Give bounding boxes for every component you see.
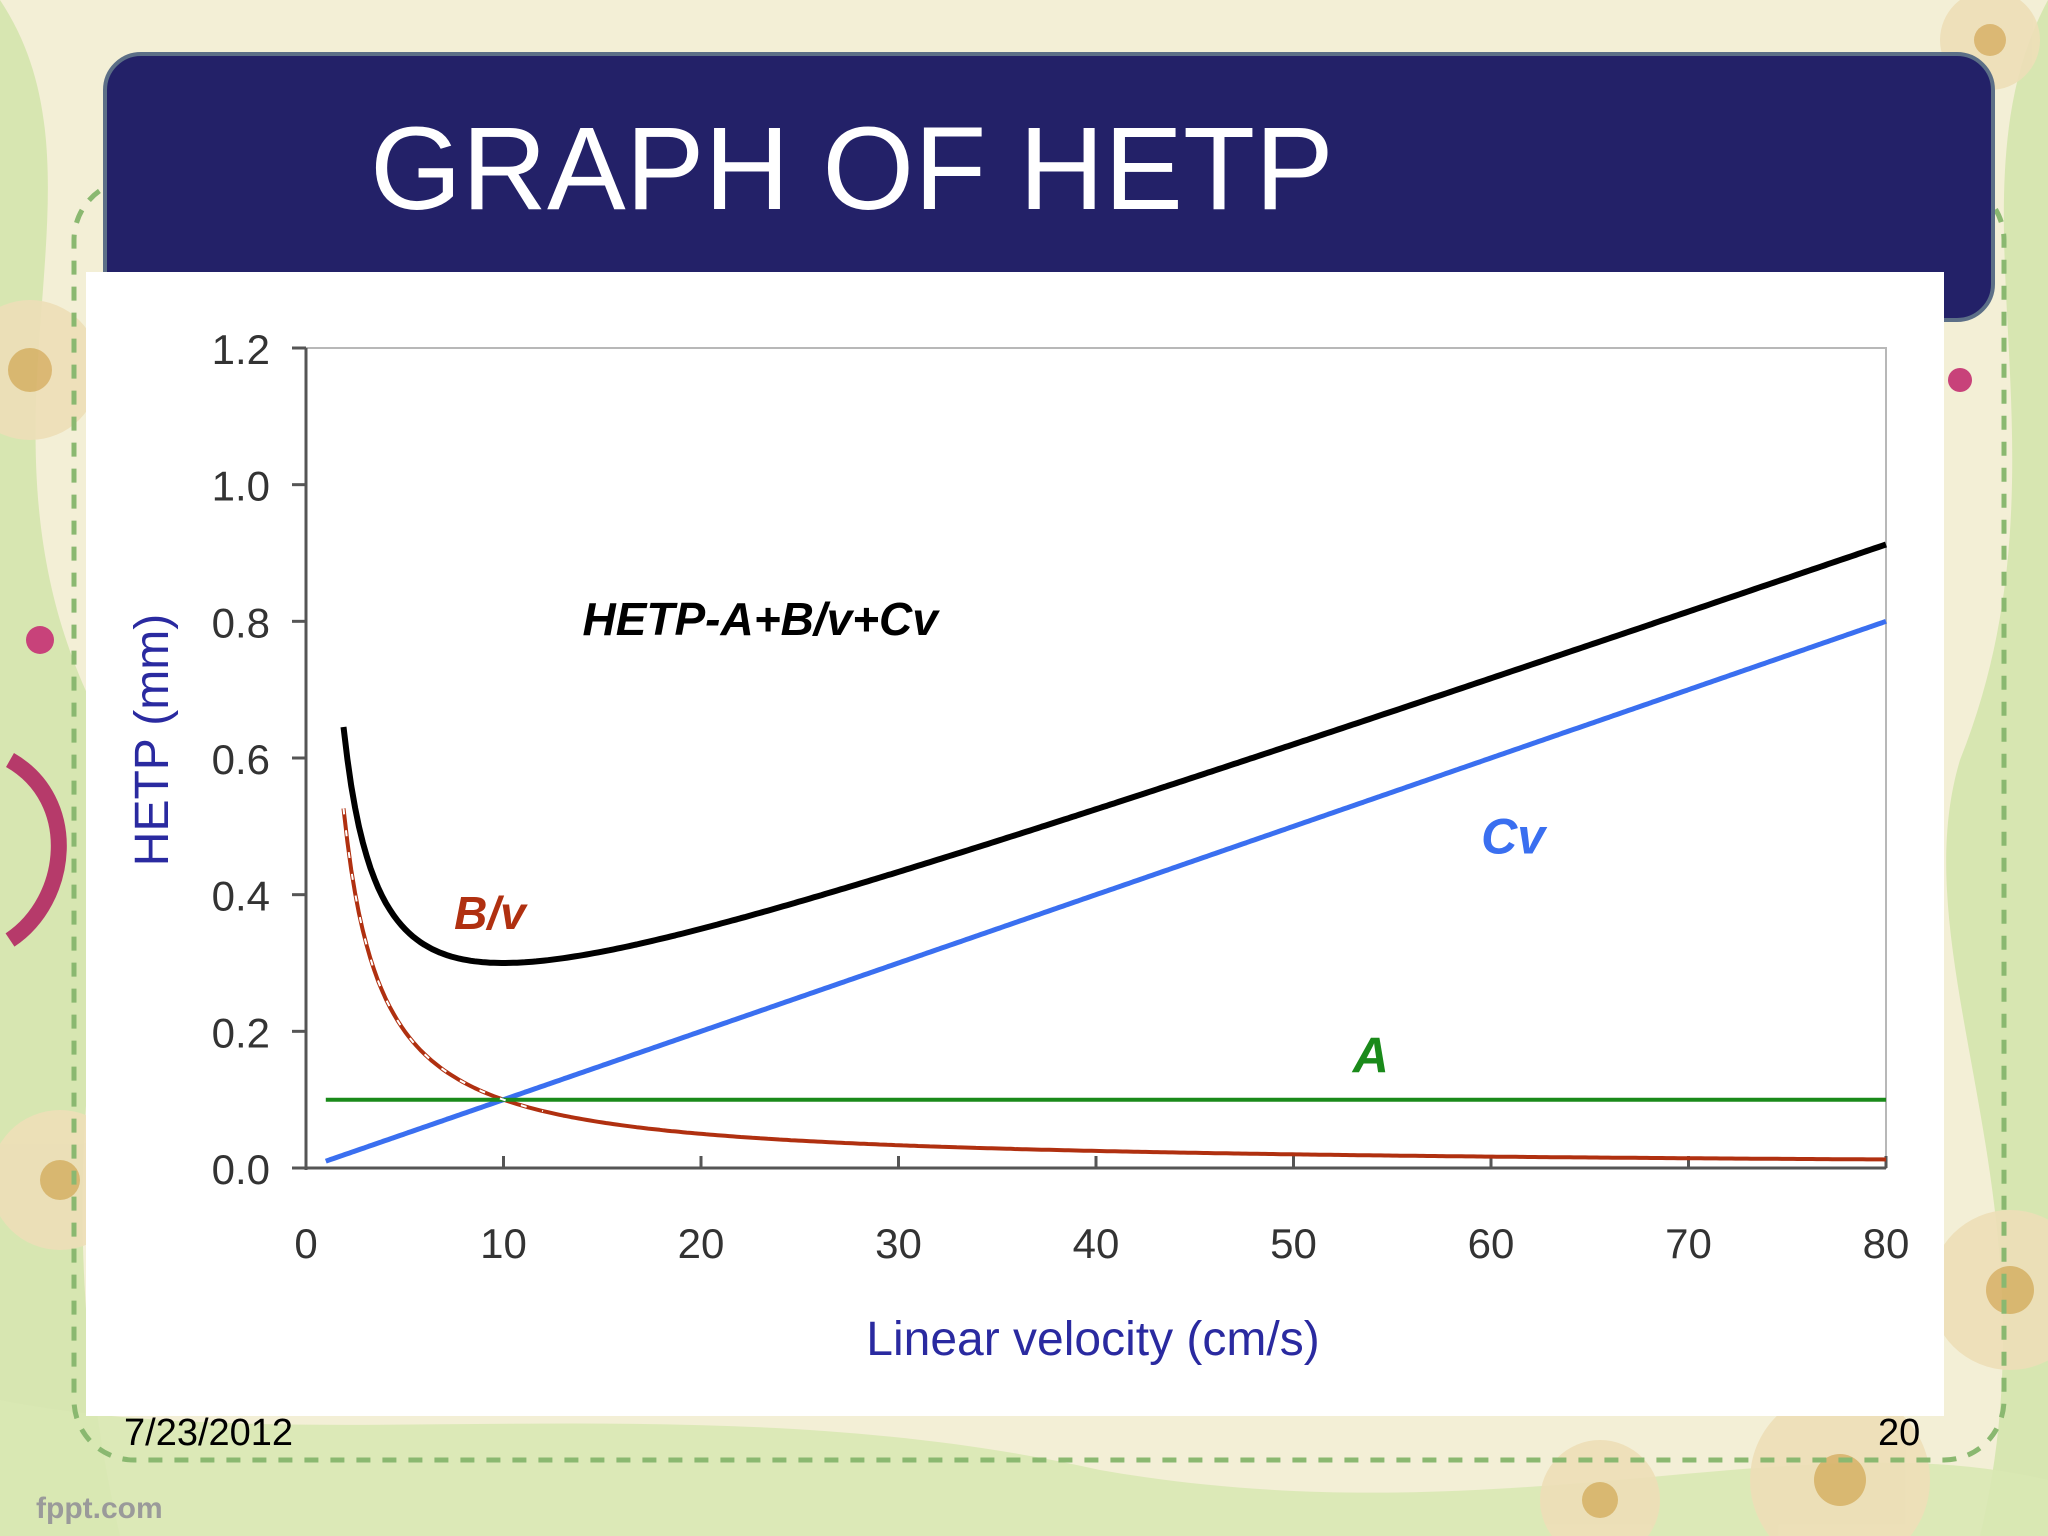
- y-tick-label: 0.0: [212, 1146, 270, 1193]
- x-tick-label: 70: [1665, 1220, 1712, 1267]
- series-c-term: [324, 618, 1887, 1164]
- annotation-label: Cv: [1481, 809, 1548, 865]
- series-hetp-total: [340, 541, 1887, 966]
- slide-page-number: 20: [1878, 1412, 1921, 1454]
- slide-title: GRAPH OF HETP: [370, 103, 1334, 235]
- series-b-term-dash: [342, 808, 544, 1113]
- slide-date: 7/23/2012: [124, 1412, 294, 1454]
- x-tick-label: 80: [1863, 1220, 1910, 1267]
- series-b-term: [341, 808, 1887, 1162]
- x-tick-label: 40: [1073, 1220, 1120, 1267]
- x-tick-label: 30: [875, 1220, 922, 1267]
- x-tick-label: 10: [480, 1220, 527, 1267]
- y-axis-label: HETP (mm): [126, 614, 179, 866]
- x-tick-label: 60: [1468, 1220, 1515, 1267]
- annotation-label: A: [1351, 1027, 1389, 1083]
- y-tick-label: 0.8: [212, 599, 270, 646]
- x-tick-label: 50: [1270, 1220, 1317, 1267]
- plot-frame: [305, 347, 1887, 1169]
- y-tick-label: 1.0: [212, 463, 270, 510]
- x-axis-label: Linear velocity (cm/s): [866, 1313, 1319, 1366]
- y-tick-label: 1.2: [212, 326, 270, 373]
- brand-watermark: fppt.com: [36, 1492, 163, 1525]
- annotation-label: HETP-A+B/v+Cv: [583, 593, 941, 645]
- x-tick-label: 0: [294, 1220, 317, 1267]
- x-tick-label: 20: [678, 1220, 725, 1267]
- series-group: [324, 541, 1887, 1164]
- y-tick-label: 0.2: [212, 1009, 270, 1056]
- annotation-label: B/v: [454, 887, 528, 939]
- chart-panel: [86, 272, 1944, 1416]
- y-tick-label: 0.6: [212, 736, 270, 783]
- annotations: HETP-A+B/v+Cv B/v Cv A: [454, 593, 1548, 1083]
- axes: 0.0 0.2 0.4 0.6 0.8 1.0 1.2 0 10 20 30 40 50 60 70 80: [212, 326, 1910, 1267]
- y-tick-label: 0.4: [212, 873, 270, 920]
